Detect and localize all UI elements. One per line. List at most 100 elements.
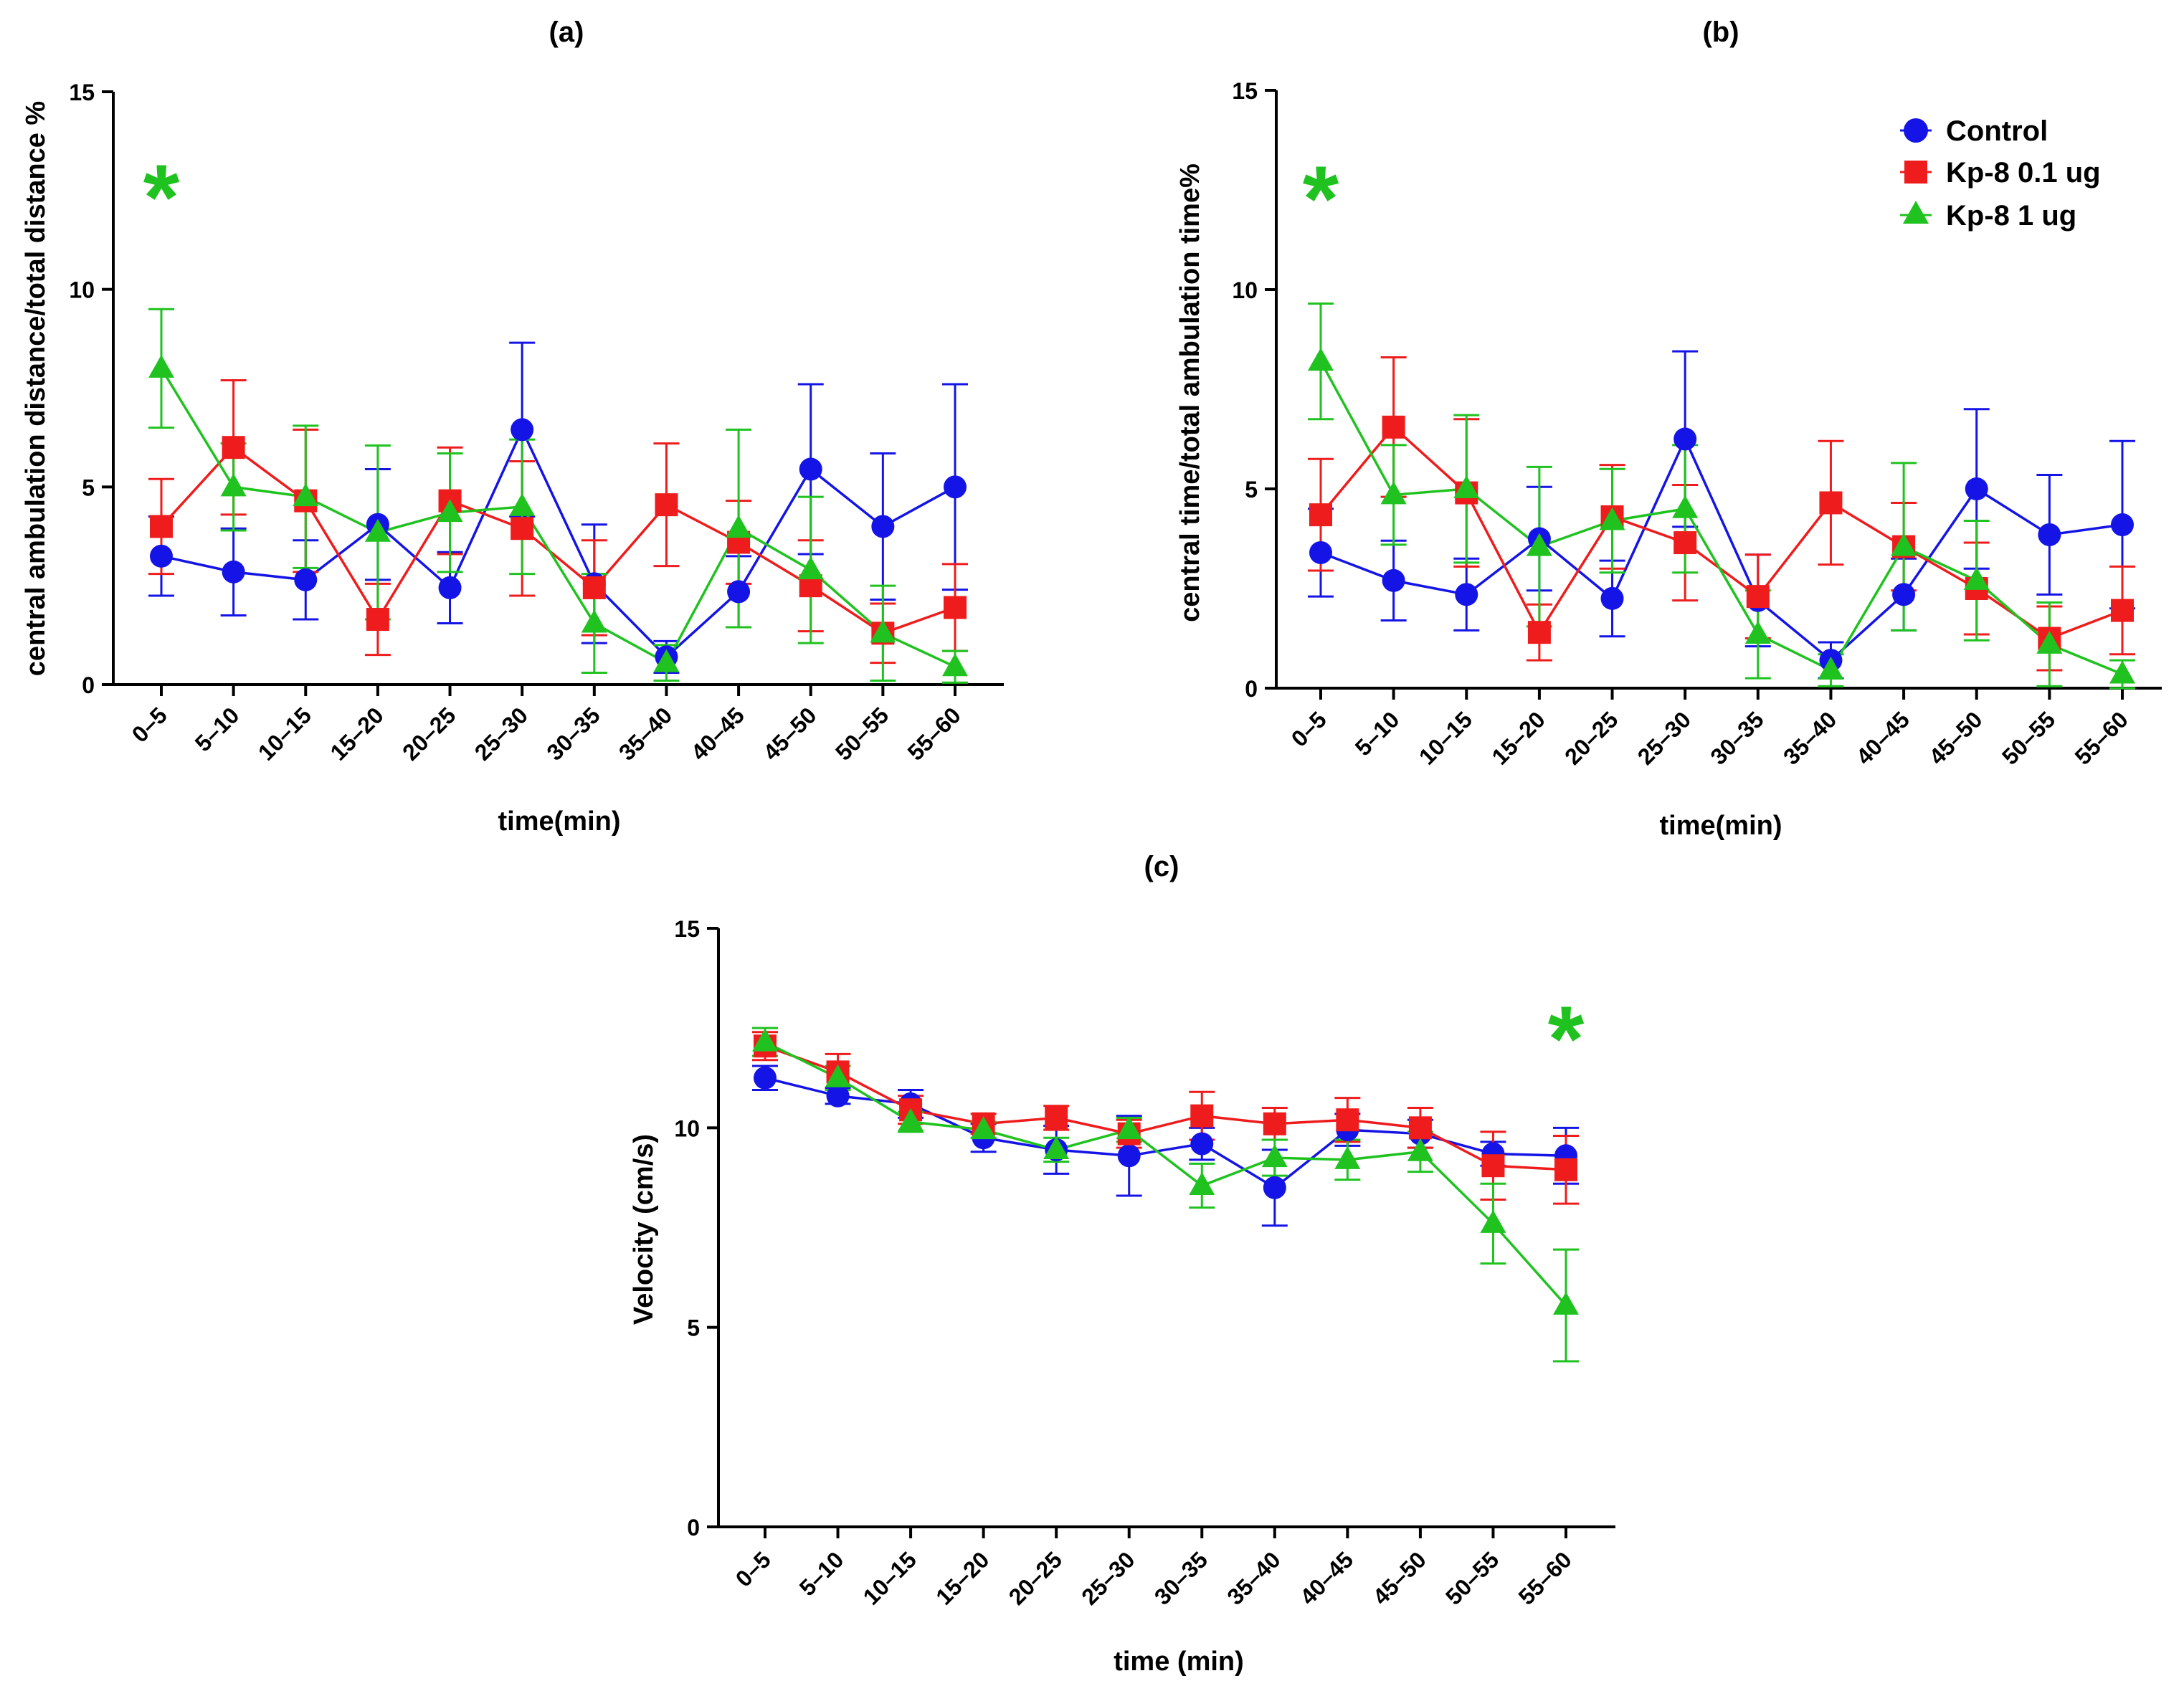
panel-c-series-1 <box>752 1031 1579 1205</box>
data-point <box>727 580 751 604</box>
panel-b-xtick-label: 30–35 <box>1705 706 1768 769</box>
data-point <box>438 576 462 599</box>
panel-a-xtick-label: 30–35 <box>541 702 604 765</box>
legend-control-label: Control <box>1946 115 2048 147</box>
series-line <box>161 427 956 659</box>
data-point <box>364 518 391 542</box>
series-line <box>764 1041 1567 1307</box>
data-point <box>2111 513 2134 537</box>
panel-a-ytick-label: 10 <box>69 277 95 303</box>
data-point <box>222 436 245 459</box>
data-point <box>2038 523 2061 546</box>
data-point <box>944 475 967 499</box>
panel-b-xtick-label: 20–25 <box>1559 706 1623 769</box>
data-point <box>1380 481 1407 505</box>
panel-c-series-2-markers <box>752 1028 1579 1315</box>
data-point <box>148 354 174 378</box>
panel-b-ytick-label: 15 <box>1232 78 1258 104</box>
panel-c-significance-star: * <box>1548 986 1585 1091</box>
data-point <box>870 619 896 643</box>
data-point <box>1263 1176 1286 1199</box>
data-point <box>1891 533 1917 556</box>
data-point <box>220 473 247 497</box>
panel-b-xtick-label: 35–40 <box>1778 706 1841 769</box>
panel-c-xtick-label: 5–10 <box>794 1546 849 1601</box>
panel-c-series-0-markers <box>754 1066 1577 1199</box>
panel-b-series-1 <box>1308 356 2135 672</box>
panel-a-ytick-label: 0 <box>82 672 95 698</box>
panel-b-ytick-label: 5 <box>1245 477 1258 503</box>
panel-a-xtick-label: 45–50 <box>758 702 821 765</box>
data-point <box>150 544 173 568</box>
data-point <box>1746 585 1770 609</box>
data-point <box>1116 1116 1142 1140</box>
series-line <box>1319 425 2123 640</box>
legend-kp8-1-label: Kp-8 1 ug <box>1946 200 2076 232</box>
data-point <box>1382 415 1405 439</box>
panel-c-xtick-label: 40–45 <box>1295 1546 1358 1609</box>
panel-a-xtick-label: 10–15 <box>253 702 316 765</box>
data-point <box>2036 630 2063 654</box>
panel-a-xlabel: time(min) <box>498 806 621 837</box>
data-point <box>1308 348 1334 371</box>
panel-c-ytick-label: 15 <box>674 916 700 942</box>
panel-b-title: (b) <box>1702 16 1739 48</box>
data-point <box>366 608 389 632</box>
panel-b-xtick-label: 50–55 <box>1997 706 2060 769</box>
panel-a-xtick-label: 20–25 <box>397 702 460 765</box>
panel-b-xtick-label: 5–10 <box>1350 706 1405 761</box>
panel-b-ytick-label: 0 <box>1245 676 1258 702</box>
data-point <box>1818 656 1844 680</box>
data-point <box>1963 566 1990 590</box>
panel-c-ytick-label: 0 <box>687 1515 700 1540</box>
data-point <box>944 596 967 619</box>
data-point <box>1261 1144 1288 1168</box>
panel-b-xtick-label: 0–5 <box>1286 706 1331 751</box>
data-point <box>1673 531 1697 555</box>
panel-c-xtick-label: 0–5 <box>731 1546 776 1591</box>
data-point <box>1455 583 1478 606</box>
data-point <box>2109 660 2135 684</box>
data-point <box>582 576 606 599</box>
data-point <box>1407 1138 1433 1161</box>
panel-b-ylabel: central time/total ambulation time% <box>1175 163 1205 622</box>
data-point <box>509 492 536 516</box>
panel-b-xtick-label: 10–15 <box>1414 706 1477 769</box>
panel-c-xtick-label: 25–30 <box>1076 1546 1139 1609</box>
data-point <box>1190 1132 1214 1156</box>
panel-a-series-1 <box>148 378 968 665</box>
panel-a-xtick-label: 25–30 <box>470 702 533 765</box>
data-point <box>1336 1108 1359 1132</box>
data-point <box>1309 503 1332 527</box>
data-point <box>2111 599 2134 622</box>
data-point <box>511 418 534 442</box>
data-point <box>1892 583 1916 606</box>
data-point <box>1672 495 1699 518</box>
panel-c-xtick-label: 20–25 <box>1004 1546 1067 1609</box>
panel-b-significance-star: * <box>1303 146 1339 251</box>
data-point <box>826 1084 850 1108</box>
panel-c-ytick-label: 10 <box>674 1115 700 1141</box>
panel-c-xtick-label: 45–50 <box>1367 1546 1430 1609</box>
panel-b-series-1-markers <box>1309 415 2134 650</box>
data-point <box>222 560 245 584</box>
panel-c-xtick-label: 30–35 <box>1149 1546 1212 1609</box>
panel-c-xlabel: time (min) <box>1114 1647 1244 1677</box>
panel-a-series-1-markers <box>150 436 967 645</box>
data-point <box>754 1066 777 1090</box>
data-point <box>511 517 534 540</box>
panel-c-xtick-label: 55–60 <box>1514 1546 1577 1609</box>
series-line <box>764 1044 1567 1171</box>
data-point <box>970 1116 997 1140</box>
panel-c-xtick-label: 50–55 <box>1440 1546 1504 1609</box>
panel-a-ytick-label: 5 <box>82 475 95 500</box>
data-point <box>752 1028 778 1052</box>
data-point <box>1045 1106 1068 1130</box>
series-line <box>764 1077 1567 1189</box>
panel-a-series-2-markers <box>148 354 968 677</box>
panel-a-xtick-label: 5–10 <box>190 702 244 756</box>
data-point <box>1117 1144 1141 1168</box>
legend: Control Kp-8 0.1 ug Kp-8 1 ug <box>1900 115 2101 232</box>
panel-a-chart: (a) central ambulation distance/total di… <box>21 16 1004 837</box>
